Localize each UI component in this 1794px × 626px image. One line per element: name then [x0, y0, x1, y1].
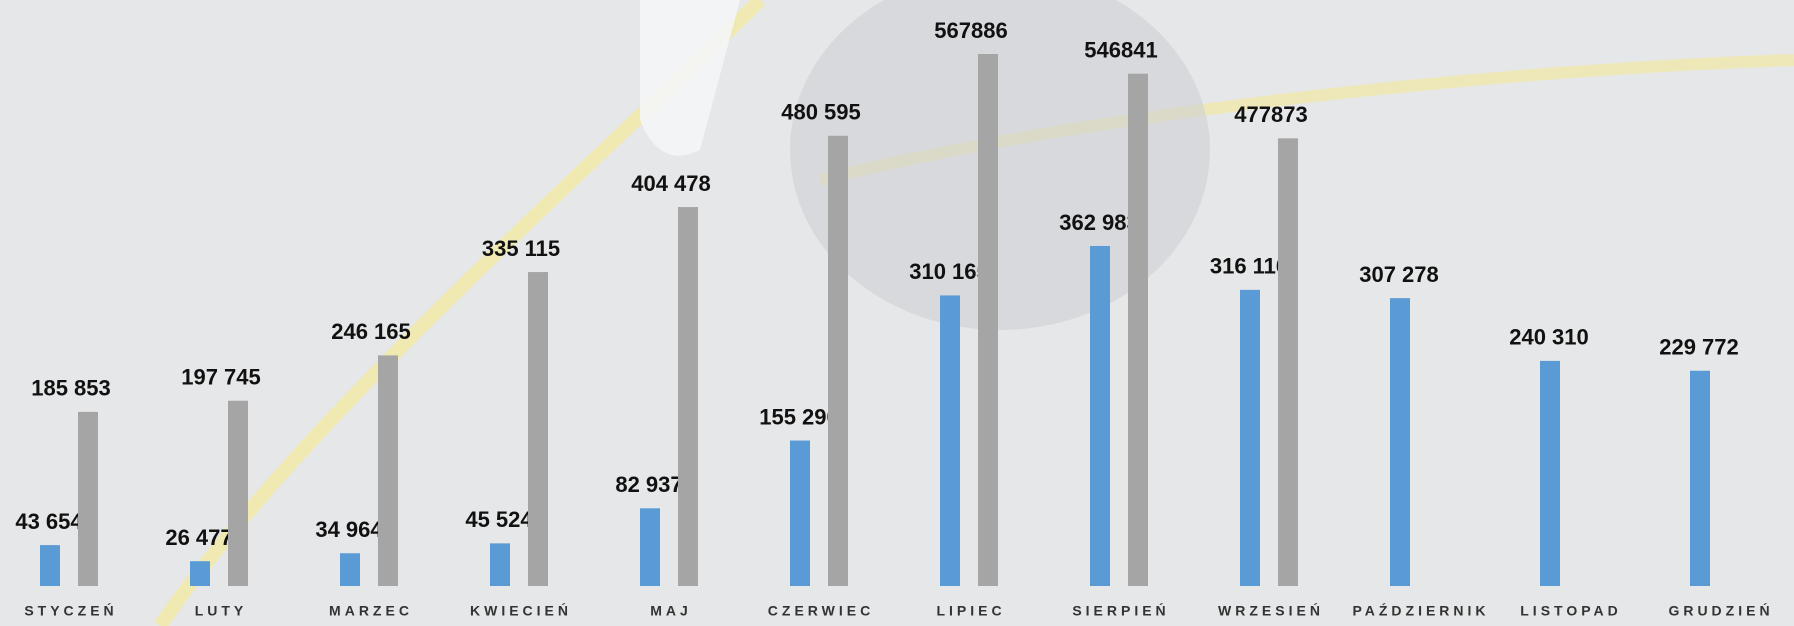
x-tick-label: WRZESIEŃ: [1218, 603, 1324, 619]
value-label: 82 937: [615, 472, 682, 497]
value-label: 197 745: [181, 365, 261, 390]
bar: [1390, 298, 1410, 586]
bar: [828, 135, 848, 586]
bar: [190, 561, 210, 586]
bar: [1128, 73, 1148, 587]
bar: [1540, 360, 1560, 586]
x-tick-label: LIPIEC: [936, 603, 1005, 619]
value-label: 34 964: [315, 517, 383, 542]
value-label: 246 165: [331, 319, 411, 344]
bar: [1090, 245, 1110, 586]
x-tick-label: STYCZEŃ: [24, 603, 117, 619]
value-label: 310 165: [909, 259, 989, 284]
value-label: 307 278: [1359, 262, 1439, 287]
value-label: 335 115: [482, 236, 560, 261]
x-tick-label: LUTY: [195, 603, 248, 619]
bar: [978, 54, 998, 586]
value-label: 362 983: [1059, 210, 1139, 235]
value-label: 45 524: [465, 507, 533, 532]
value-label: 155 290: [759, 404, 839, 429]
value-label: 316 116: [1210, 254, 1288, 279]
bar: [378, 355, 398, 586]
x-tick-label: CZERWIEC: [768, 603, 874, 619]
value-label: 229 772: [1659, 335, 1739, 360]
value-label: 185 853: [31, 376, 111, 401]
x-tick-label: SIERPIEŃ: [1072, 603, 1169, 619]
x-tick-label: PAŹDZIERNIK: [1352, 603, 1489, 619]
value-label: 480 595: [781, 100, 861, 125]
bar: [940, 295, 960, 586]
bar: [228, 400, 248, 586]
value-label: 404 478: [631, 171, 711, 196]
bar: [528, 272, 548, 586]
bar: [1278, 138, 1298, 586]
value-label: 477873: [1234, 102, 1307, 127]
x-tick-label: MARZEC: [329, 603, 413, 619]
x-tick-label: MAJ: [650, 603, 692, 619]
value-label: 26 477: [165, 525, 232, 550]
bar: [78, 411, 98, 586]
value-label: 240 310: [1509, 325, 1589, 350]
decor-plane: [640, 0, 740, 156]
bar: [40, 545, 60, 586]
bar: [1690, 370, 1710, 586]
bar: [790, 440, 810, 586]
value-label: 567886: [934, 18, 1007, 43]
bar: [1240, 289, 1260, 586]
x-tick-label: LISTOPAD: [1520, 603, 1622, 619]
x-tick-label: KWIECIEŃ: [470, 603, 572, 619]
bar: [678, 207, 698, 586]
bar: [640, 508, 660, 586]
bar: [340, 553, 360, 586]
x-tick-label: GRUDZIEŃ: [1668, 603, 1773, 619]
bar: [490, 543, 510, 586]
value-label: 546841: [1084, 38, 1157, 63]
value-label: 43 654: [15, 509, 83, 534]
